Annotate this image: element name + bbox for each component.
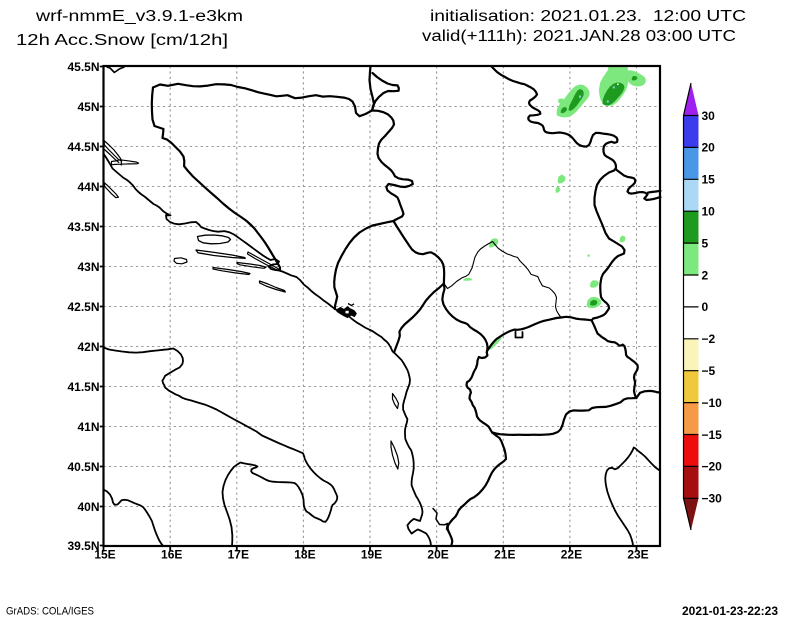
svg-text:39.5N: 39.5N (67, 539, 99, 553)
svg-text:−5: −5 (702, 364, 716, 378)
svg-text:valid(+111h): 2021.JAN.28 03:0: valid(+111h): 2021.JAN.28 03:00 UTC (422, 28, 736, 45)
svg-text:17E: 17E (228, 548, 249, 562)
svg-text:45N: 45N (77, 100, 99, 114)
svg-text:44N: 44N (77, 180, 99, 194)
svg-text:2: 2 (702, 268, 709, 282)
svg-text:wrf-nmmE_v3.9.1-e3km: wrf-nmmE_v3.9.1-e3km (35, 8, 243, 25)
svg-text:42.5N: 42.5N (67, 300, 99, 314)
svg-text:2021-01-23-22:23: 2021-01-23-22:23 (682, 606, 778, 618)
svg-text:40N: 40N (77, 500, 99, 514)
svg-text:−10: −10 (702, 396, 723, 410)
svg-text:30: 30 (702, 109, 716, 123)
svg-text:−2: −2 (702, 332, 716, 346)
svg-text:18E: 18E (294, 548, 315, 562)
svg-text:10: 10 (702, 205, 716, 219)
svg-text:15E: 15E (94, 548, 115, 562)
svg-text:22E: 22E (561, 548, 582, 562)
svg-text:20E: 20E (427, 548, 448, 562)
svg-text:41N: 41N (77, 420, 99, 434)
svg-text:0: 0 (702, 300, 709, 314)
svg-text:GrADS: COLA/IGES: GrADS: COLA/IGES (6, 606, 94, 618)
svg-text:15: 15 (702, 173, 716, 187)
svg-text:16E: 16E (161, 548, 182, 562)
svg-text:40.5N: 40.5N (67, 460, 99, 474)
svg-text:−30: −30 (702, 492, 723, 506)
svg-text:19E: 19E (361, 548, 382, 562)
svg-text:23E: 23E (627, 548, 648, 562)
svg-text:12h Acc.Snow [cm/12h]: 12h Acc.Snow [cm/12h] (16, 32, 228, 49)
svg-text:21E: 21E (494, 548, 515, 562)
svg-text:−20: −20 (702, 460, 723, 474)
svg-text:5: 5 (702, 236, 709, 250)
svg-text:20: 20 (702, 141, 716, 155)
svg-text:43N: 43N (77, 260, 99, 274)
svg-text:44.5N: 44.5N (67, 140, 99, 154)
svg-text:41.5N: 41.5N (67, 380, 99, 394)
svg-text:initialisation: 2021.01.23. 1: initialisation: 2021.01.23. 12:00 UTC (430, 8, 746, 25)
svg-text:−15: −15 (702, 428, 723, 442)
svg-text:43.5N: 43.5N (67, 220, 99, 234)
svg-text:42N: 42N (77, 340, 99, 354)
svg-text:45.5N: 45.5N (67, 60, 99, 74)
